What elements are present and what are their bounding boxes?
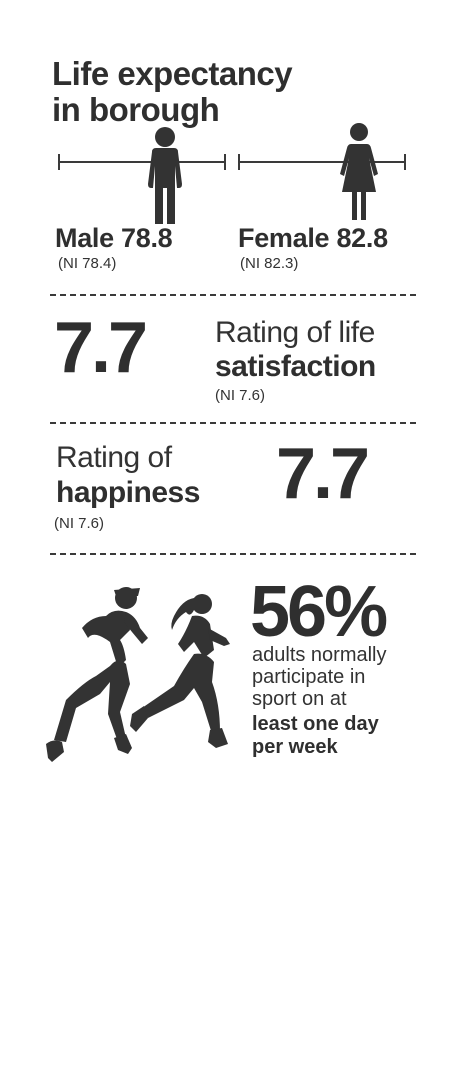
section-divider	[50, 422, 416, 424]
sport-text-line-1: adults normally	[252, 644, 387, 666]
male-ni-comparison: (NI 78.4)	[58, 255, 117, 272]
male-person-icon	[148, 127, 182, 224]
sport-text-line-2: participate in	[252, 666, 366, 688]
male-runner-icon	[46, 587, 148, 762]
sport-text-line-3: sport on at	[252, 688, 347, 710]
female-runner-icon	[130, 594, 230, 748]
sport-text-line-5: per week	[252, 736, 338, 758]
life-satisfaction-ni-comparison: (NI 7.6)	[215, 387, 266, 404]
female-life-expectancy: Female 82.8	[238, 223, 388, 253]
male-lifeline-end-tick	[224, 154, 226, 170]
male-life-expectancy: Male 78.8	[55, 223, 173, 253]
title-line-1: Life expectancy	[52, 55, 293, 92]
page-title: Life expectancy in borough	[52, 55, 293, 128]
happiness-label-line-2: happiness	[56, 476, 200, 509]
happiness-ni-comparison: (NI 7.6)	[54, 515, 105, 532]
female-lifeline-bar	[238, 161, 406, 163]
life-satisfaction-label-line-1: Rating of life	[215, 316, 375, 349]
section-divider	[50, 553, 416, 555]
life-satisfaction-label-line-2: satisfaction	[215, 350, 376, 383]
section-divider	[50, 294, 416, 296]
life-satisfaction-value: 7.7	[54, 308, 148, 388]
happiness-label-line-1: Rating of	[56, 441, 172, 474]
happiness-value: 7.7	[276, 434, 370, 514]
runners-icon	[46, 587, 230, 762]
sport-participation-percent: 56%	[250, 572, 388, 652]
female-person-icon	[340, 123, 378, 220]
female-ni-comparison: (NI 82.3)	[240, 255, 299, 272]
male-lifeline-bar	[58, 161, 226, 163]
female-lifeline-end-tick	[404, 154, 406, 170]
sport-text-line-4: least one day	[252, 713, 379, 735]
title-line-2: in borough	[52, 91, 220, 128]
